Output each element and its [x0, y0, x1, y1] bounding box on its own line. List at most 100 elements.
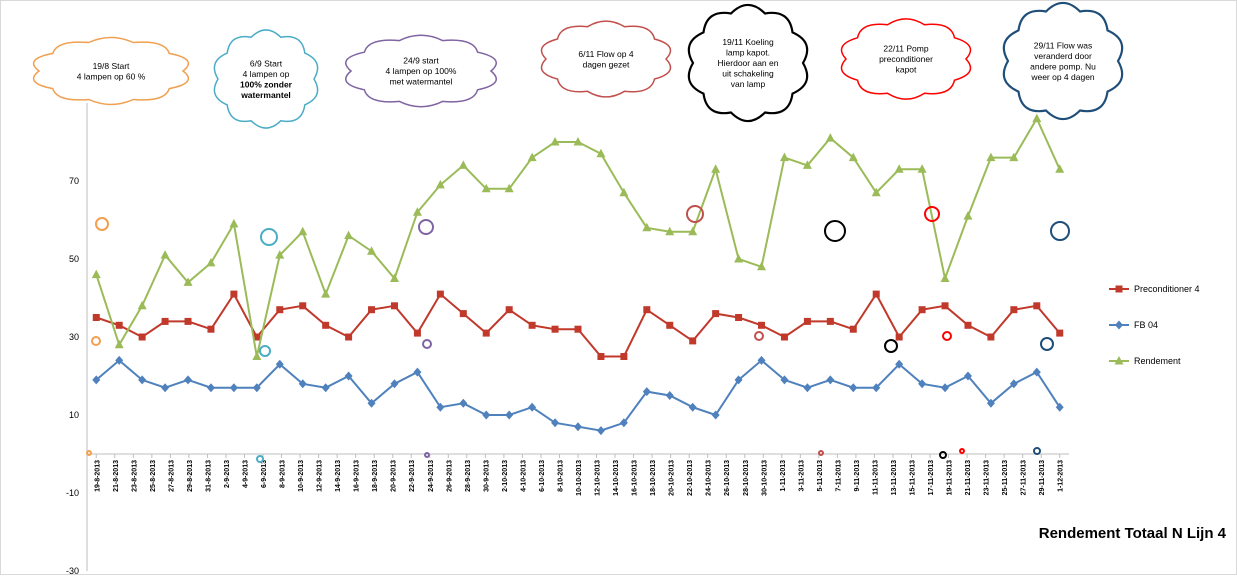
annotation-text: 24/9 start	[403, 56, 439, 66]
data-point-square	[666, 321, 674, 329]
data-point-triangle	[917, 164, 927, 173]
data-point-diamond	[344, 371, 353, 381]
x-tick-label: 12-9-2013	[317, 460, 324, 492]
data-point-square	[849, 325, 857, 333]
callout-bubble	[86, 450, 92, 456]
cloud-shape	[32, 36, 190, 106]
x-tick-label: 16-10-2013	[632, 460, 639, 496]
annotation-text: 6/11 Flow op 4	[578, 49, 633, 59]
data-point-square	[620, 353, 628, 360]
data-point-diamond	[321, 383, 330, 393]
annotation-text: 22/11 Pomp	[883, 44, 928, 54]
data-point-diamond	[1115, 320, 1123, 330]
callout-bubble	[884, 339, 898, 353]
data-point-square	[1056, 329, 1064, 337]
data-point-square	[253, 333, 261, 341]
callout-bubble	[824, 220, 846, 242]
data-point-diamond	[184, 375, 193, 385]
data-point-triangle	[412, 207, 422, 216]
data-point-square	[941, 302, 949, 310]
data-point-square	[322, 321, 330, 329]
data-point-diamond	[436, 402, 445, 412]
callout-bubble	[260, 228, 278, 246]
data-point-triangle	[114, 339, 124, 349]
x-tick-label: 30-10-2013	[761, 460, 768, 496]
data-point-diamond	[1032, 367, 1041, 377]
data-point-diamond	[390, 379, 399, 389]
annotation-text: weer op 4 dagen	[1030, 72, 1095, 82]
x-tick-label: 15-11-2013	[910, 460, 917, 496]
annotation-text: 6/9 Start	[250, 58, 283, 68]
data-point-square	[482, 329, 490, 337]
x-tick-label: 10-9-2013	[298, 460, 305, 492]
callout-bubble	[939, 451, 947, 459]
data-point-triangle	[137, 300, 147, 310]
callout-bubble	[259, 345, 271, 357]
x-tick-label: 4-10-2013	[520, 460, 527, 492]
data-point-diamond	[688, 402, 697, 412]
annotation-text: met watermantel	[390, 77, 453, 87]
cloud-shape	[840, 18, 972, 100]
data-point-diamond	[963, 371, 972, 381]
data-point-triangle	[1055, 164, 1065, 173]
data-point-diamond	[918, 379, 927, 389]
data-point-square	[368, 306, 376, 314]
data-point-diamond	[1009, 379, 1018, 389]
data-point-diamond	[895, 359, 904, 369]
callout-bubble	[95, 217, 109, 231]
data-point-diamond	[413, 367, 422, 377]
data-point-diamond	[619, 418, 628, 428]
x-tick-label: 29-11-2013	[1039, 460, 1046, 496]
x-tick-label: 24-10-2013	[706, 460, 713, 496]
data-point-square	[1010, 306, 1018, 314]
data-point-square	[505, 306, 513, 314]
data-point-diamond	[459, 398, 468, 408]
annotation-text: preconditioner	[879, 54, 933, 64]
annotation-text: lamp kapot.	[726, 48, 770, 58]
cloud-shape	[1002, 1, 1124, 121]
data-point-triangle	[275, 250, 285, 259]
series-line	[95, 116, 1061, 357]
x-tick-label: 20-10-2013	[669, 460, 676, 496]
annotation-text: watermantel	[240, 90, 291, 100]
callout-bubble	[754, 331, 764, 341]
data-point-triangle	[665, 226, 675, 236]
series-line	[95, 292, 1061, 358]
x-tick-label: 16-9-2013	[354, 460, 361, 492]
x-tick-label: 13-11-2013	[891, 460, 898, 496]
data-point-triangle	[91, 269, 101, 279]
annotation-text: andere pomp. Nu	[1030, 61, 1096, 71]
data-point-square	[276, 306, 284, 314]
annotation-text: 19/8 Start	[93, 61, 130, 71]
x-tick-label: 21-11-2013	[965, 460, 972, 496]
callout-bubble	[686, 205, 704, 223]
x-tick-label: 8-9-2013	[280, 460, 287, 488]
annotation-text: Hierdoor aan en	[718, 58, 779, 68]
data-point-square	[918, 306, 926, 314]
x-tick-label: 20-9-2013	[391, 460, 398, 492]
data-point-square	[115, 321, 123, 329]
x-tick-label: 5-11-2013	[817, 460, 824, 492]
cloud-shape	[345, 34, 497, 108]
callout-bubble	[959, 448, 965, 454]
x-tick-label: 4-9-2013	[242, 460, 249, 488]
data-point-triangle	[481, 183, 491, 193]
annotation-text: 19/11 Koeling	[722, 37, 774, 47]
data-point-triangle	[389, 273, 399, 282]
data-point-triangle	[688, 226, 698, 236]
cloud-shape	[540, 20, 672, 98]
y-tick-label: 70	[69, 176, 79, 186]
data-point-diamond	[826, 375, 835, 385]
data-point-square	[1115, 285, 1123, 293]
data-point-square	[872, 290, 880, 298]
x-tick-label: 25-11-2013	[1002, 460, 1009, 496]
series-preconditioner-4	[92, 290, 1064, 360]
data-point-diamond	[298, 379, 307, 389]
data-point-diamond	[757, 355, 766, 365]
x-tick-label: 31-8-2013	[205, 460, 212, 492]
data-point-triangle	[596, 148, 606, 158]
data-point-triangle	[458, 160, 468, 169]
x-tick-label: 23-11-2013	[984, 460, 991, 496]
